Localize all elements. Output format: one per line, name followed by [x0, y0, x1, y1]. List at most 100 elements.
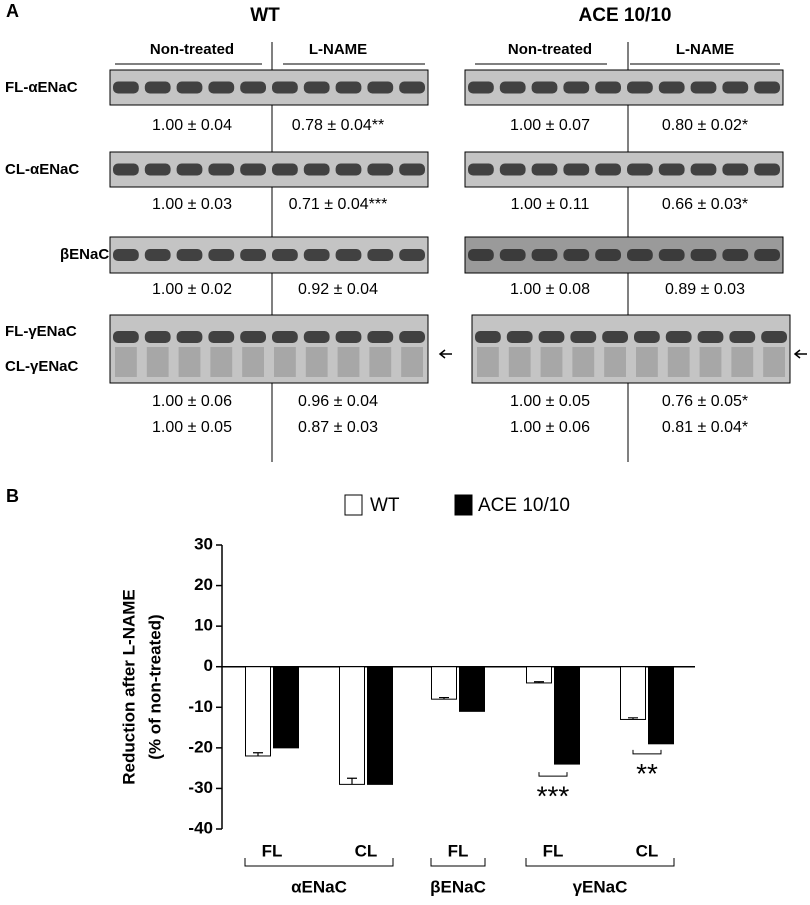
row-label: CL-γENaC: [5, 358, 79, 375]
quantitation: 0.96 ± 0.04: [298, 393, 378, 410]
blot-band: [690, 81, 717, 94]
treatment-label: L-NAME: [309, 41, 367, 58]
blot-band: [722, 163, 749, 176]
blot-band: [335, 331, 362, 343]
row-label: FL-αENaC: [5, 79, 78, 96]
significance-bracket: [632, 749, 662, 755]
group-bracket: [525, 858, 675, 867]
blot-band: [595, 163, 621, 176]
blot-band: [499, 81, 526, 94]
group-bracket: [430, 858, 486, 867]
blot-band: [754, 249, 780, 261]
blot-smear: [731, 347, 754, 377]
blot-smear: [540, 347, 563, 377]
error-bar: [375, 774, 385, 785]
group-title: WT: [250, 5, 280, 26]
blot-band: [208, 249, 235, 261]
blot-band: [697, 331, 724, 343]
blot-smear: [115, 347, 137, 377]
quantitation: 0.81 ± 0.04*: [662, 419, 748, 436]
x-tick-label: FL: [262, 841, 283, 860]
blot-band: [335, 81, 362, 94]
panel-label: A: [6, 1, 19, 21]
significance: **: [636, 758, 658, 789]
blot-band: [399, 249, 425, 261]
blot-band: [113, 81, 139, 94]
blot-band: [690, 249, 717, 261]
quantitation: 1.00 ± 0.05: [510, 393, 590, 410]
error-bar: [253, 752, 263, 756]
bar: [273, 666, 299, 749]
blot-band: [176, 249, 203, 261]
blot-band: [240, 81, 266, 94]
y-axis-label: (% of non-treated): [145, 614, 164, 759]
group-label: αENaC: [291, 877, 347, 896]
x-tick-label: CL: [636, 841, 659, 860]
y-tick-label: -30: [188, 778, 213, 797]
bar: [459, 666, 485, 712]
error-bar: [562, 757, 572, 765]
blot-band: [367, 81, 394, 94]
blot-band: [272, 331, 298, 343]
blot-smear: [242, 347, 264, 377]
x-tick-label: CL: [355, 841, 378, 860]
quantitation: 1.00 ± 0.03: [152, 196, 232, 213]
blot-band: [208, 81, 235, 94]
row-label: FL-γENaC: [5, 323, 77, 340]
blot-band: [627, 249, 653, 261]
blot-band: [563, 249, 590, 261]
legend-label: ACE 10/10: [478, 495, 570, 516]
quantitation: 1.00 ± 0.11: [511, 196, 590, 213]
blot-band: [468, 249, 494, 261]
group-bracket: [244, 858, 394, 867]
blot-band: [367, 163, 394, 176]
quantitation: 0.89 ± 0.03: [665, 281, 745, 298]
blot-band: [144, 81, 171, 94]
x-tick-label: FL: [543, 841, 564, 860]
blot-band: [303, 163, 330, 176]
arrow: [793, 349, 807, 359]
y-tick-label: -40: [188, 818, 213, 837]
error-bar: [656, 739, 666, 744]
blot-band: [499, 249, 526, 261]
blot-band: [475, 331, 501, 343]
blot-band: [468, 81, 494, 94]
blot-band: [722, 81, 749, 94]
blot-band: [399, 331, 425, 343]
quantitation: 0.92 ± 0.04: [298, 281, 378, 298]
blot-band: [176, 81, 203, 94]
blot-band: [627, 81, 653, 94]
bar: [339, 666, 365, 785]
blot-band: [602, 331, 628, 343]
blot-band: [531, 81, 558, 94]
blot-band: [335, 163, 362, 176]
blot-band: [240, 249, 266, 261]
blot-smear: [178, 347, 201, 377]
blot-band: [538, 331, 565, 343]
quantitation: 1.00 ± 0.06: [510, 419, 590, 436]
y-tick-label: -20: [188, 737, 213, 756]
quantitation: 1.00 ± 0.08: [510, 281, 590, 298]
error-bar: [628, 717, 638, 720]
blot-band: [499, 163, 526, 176]
blot-band: [240, 331, 266, 343]
blot-band: [208, 163, 235, 176]
blot-smear: [210, 347, 233, 377]
blot-band: [399, 163, 425, 176]
y-tick-label: 30: [194, 534, 213, 553]
arrow: [438, 349, 452, 359]
blot-band: [658, 249, 685, 261]
blot-band: [627, 163, 653, 176]
blot-band: [367, 331, 394, 343]
y-tick-label: 20: [194, 575, 213, 594]
blot-smear: [699, 347, 722, 377]
row-label: βENaC: [60, 246, 109, 263]
quantitation: 0.76 ± 0.05*: [662, 393, 748, 410]
y-tick-label: -10: [188, 697, 213, 716]
blot-band: [658, 163, 685, 176]
blot-band: [144, 249, 171, 261]
blot-smear: [763, 347, 785, 377]
bar: [526, 666, 552, 684]
blot-band: [665, 331, 692, 343]
